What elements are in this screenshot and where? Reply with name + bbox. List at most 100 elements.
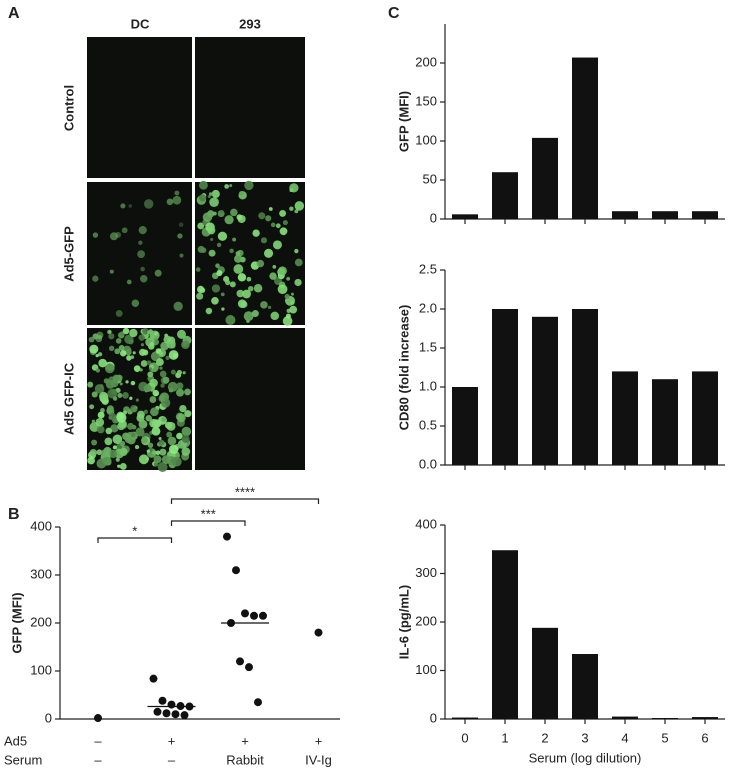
bar — [612, 211, 638, 219]
y-tick-label: 100 — [415, 662, 437, 677]
cell — [217, 231, 228, 241]
data-point — [314, 628, 323, 637]
bar — [452, 717, 478, 719]
cell — [181, 426, 192, 437]
cell — [141, 436, 148, 444]
cell — [95, 368, 101, 373]
y-tick-label: 0 — [430, 710, 437, 725]
cell — [122, 327, 130, 335]
cell — [99, 391, 109, 401]
micrograph — [195, 37, 305, 178]
cell — [236, 289, 245, 298]
cell — [91, 391, 98, 398]
cell — [270, 311, 280, 321]
cell — [132, 351, 136, 355]
bar — [692, 211, 718, 219]
cell — [138, 348, 147, 356]
cell — [134, 445, 140, 450]
cell — [140, 360, 148, 367]
cell — [162, 376, 170, 384]
cell — [97, 352, 103, 357]
column-label: DC — [131, 16, 150, 31]
cell — [158, 395, 166, 402]
cell — [129, 396, 133, 400]
y-tick-label: 150 — [415, 93, 437, 108]
cell — [242, 289, 251, 299]
y-tick-label: 0.5 — [419, 417, 437, 432]
bar — [612, 371, 638, 465]
cell — [89, 448, 98, 457]
cell — [244, 180, 254, 191]
cell — [258, 212, 266, 220]
cell — [289, 206, 294, 211]
cell — [165, 355, 170, 361]
bar — [532, 137, 558, 219]
cell — [232, 237, 237, 242]
cell — [159, 370, 167, 378]
cell — [95, 354, 99, 358]
cell — [225, 315, 236, 325]
cell — [177, 233, 183, 239]
cell — [167, 381, 178, 392]
cell — [184, 388, 191, 396]
significance-bracket — [170, 498, 320, 504]
y-tick-label: 200 — [415, 54, 437, 69]
micrographs — [87, 37, 305, 472]
cell — [147, 371, 154, 378]
cell — [179, 404, 187, 413]
cell — [209, 197, 219, 207]
cell — [294, 201, 305, 211]
cell — [167, 436, 177, 446]
data-point — [171, 710, 180, 719]
cell — [260, 301, 268, 309]
axes — [59, 527, 340, 720]
bar — [492, 550, 518, 719]
cell — [229, 184, 233, 188]
cell — [152, 389, 160, 397]
cell — [174, 190, 180, 196]
cell — [122, 392, 129, 399]
x-tick-label: + — [315, 733, 323, 748]
cell — [108, 333, 115, 340]
cell — [117, 464, 121, 468]
cell — [233, 264, 244, 274]
x-tick-label: 3 — [581, 730, 588, 745]
cell — [197, 222, 205, 230]
cell — [212, 211, 217, 216]
cell — [126, 279, 132, 285]
bar — [572, 654, 598, 719]
cell — [108, 449, 118, 459]
cell — [137, 250, 146, 259]
cell — [155, 358, 164, 367]
cell — [168, 444, 179, 455]
cell — [130, 432, 136, 438]
cell — [216, 270, 223, 277]
cell — [225, 279, 231, 286]
cell — [146, 330, 151, 335]
y-axis-label: GFP (MFI) — [396, 91, 411, 152]
bar — [572, 309, 598, 465]
cell — [198, 194, 207, 202]
cell — [117, 392, 123, 398]
cell — [158, 351, 164, 356]
cell — [176, 369, 183, 376]
cell — [208, 192, 213, 196]
cell — [101, 448, 110, 458]
cell — [179, 253, 184, 258]
cell — [294, 278, 302, 287]
cell — [178, 222, 184, 227]
cell — [181, 340, 190, 349]
cell — [153, 419, 162, 428]
cell — [153, 462, 159, 467]
cell — [282, 220, 288, 226]
data-point — [94, 714, 102, 723]
cell — [89, 404, 95, 410]
cell — [289, 188, 294, 193]
cell — [176, 432, 183, 440]
cell — [282, 316, 293, 326]
cell — [120, 203, 126, 209]
cell — [290, 300, 295, 305]
cell — [109, 269, 114, 274]
data-point — [232, 566, 240, 575]
cell — [286, 276, 291, 281]
